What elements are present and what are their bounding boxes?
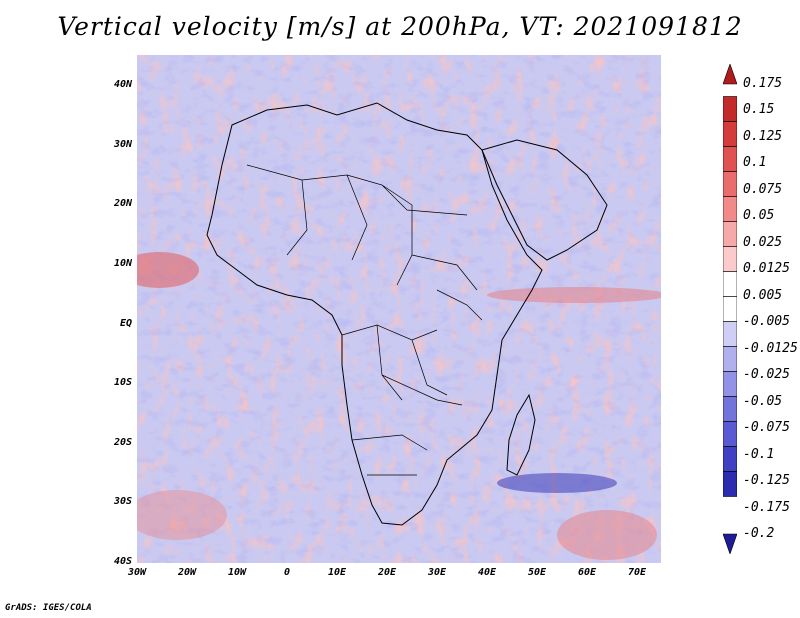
colorbar-segment	[723, 171, 737, 197]
lon-label-40e: 40E	[477, 567, 497, 578]
colorbar-segment	[723, 96, 737, 122]
colorbar-label: -0.1	[743, 446, 775, 462]
red-patch-southwest	[137, 490, 227, 540]
colorbar-segment	[723, 121, 737, 147]
lon-label-30e: 30E	[427, 567, 447, 578]
colorbar-label: 0.075	[743, 181, 783, 197]
lon-label-0: 0	[283, 567, 291, 578]
colorbar-segment	[723, 446, 737, 472]
colorbar-label: -0.05	[743, 393, 783, 409]
arabia-outline	[481, 139, 608, 261]
colorbar-segment	[723, 396, 737, 422]
colorbar-label: -0.2	[743, 526, 775, 541]
colorbar-segment	[723, 246, 737, 272]
colorbar-label: 0.005	[743, 287, 783, 303]
lat-label-30n: 30N	[113, 139, 132, 150]
colorbar-label: -0.125	[743, 473, 790, 489]
colorbar-label: -0.075	[743, 420, 790, 436]
lat-label-20n: 20N	[113, 198, 132, 209]
colorbar-label: 0.0125	[743, 261, 790, 277]
colorbar-label: 0.025	[743, 234, 783, 250]
colorbar-segment	[723, 533, 737, 554]
colorbar-label: 0.175	[743, 76, 783, 91]
colorbar-label: 0.1	[743, 155, 767, 171]
map-title: Vertical velocity [m/s] at 200hPa, VT: 2…	[57, 12, 743, 41]
colorbar-label: -0.025	[743, 367, 790, 383]
colorbar	[723, 64, 737, 554]
red-band-equator	[487, 287, 661, 303]
madagascar-outline	[506, 393, 536, 476]
lat-label-10s: 10S	[113, 377, 132, 388]
colorbar-segment	[723, 196, 737, 222]
lat-label-30s: 30S	[113, 496, 132, 507]
lat-label-40s: 40S	[113, 556, 132, 567]
lon-label-10e: 10E	[327, 567, 347, 578]
colorbar-label: -0.005	[743, 314, 790, 330]
colorbar-segment	[723, 421, 737, 447]
colorbar-segment	[723, 296, 737, 322]
lat-label-20s: 20S	[113, 437, 132, 448]
colorbar-segment	[723, 471, 737, 497]
lon-label-60e: 60E	[577, 567, 597, 578]
lat-label-eq: EQ	[119, 318, 132, 329]
red-patch-southeast	[557, 510, 657, 560]
lon-label-20e: 20E	[377, 567, 397, 578]
lon-label-30w: 30W	[127, 567, 147, 578]
lat-label-40n: 40N	[113, 79, 132, 90]
africa-coastline	[206, 102, 543, 526]
lon-label-20w: 20W	[177, 567, 197, 578]
red-band-west	[137, 252, 199, 288]
colorbar-segment	[723, 64, 737, 85]
colorbar-segment	[723, 221, 737, 247]
velocity-map	[137, 55, 661, 563]
colorbar-label: 0.15	[743, 102, 775, 118]
lon-label-50e: 50E	[527, 567, 547, 578]
colorbar-label: -0.175	[743, 499, 790, 515]
country-borders	[246, 164, 483, 476]
lat-label-10n: 10N	[113, 258, 132, 269]
credit-text: GrADS: IGES/COLA	[5, 603, 92, 613]
colorbar-label: -0.0125	[743, 340, 798, 356]
colorbar-segment	[723, 321, 737, 347]
colorbar-label: 0.05	[743, 208, 775, 224]
colorbar-segment	[723, 346, 737, 372]
colorbar-label: 0.125	[743, 128, 783, 144]
blue-band-south	[497, 473, 617, 493]
colorbar-segment	[723, 371, 737, 397]
colorbar-segment	[723, 146, 737, 172]
lon-label-10w: 10W	[227, 567, 247, 578]
lon-label-70e: 70E	[627, 567, 647, 578]
colorbar-segment	[723, 271, 737, 297]
